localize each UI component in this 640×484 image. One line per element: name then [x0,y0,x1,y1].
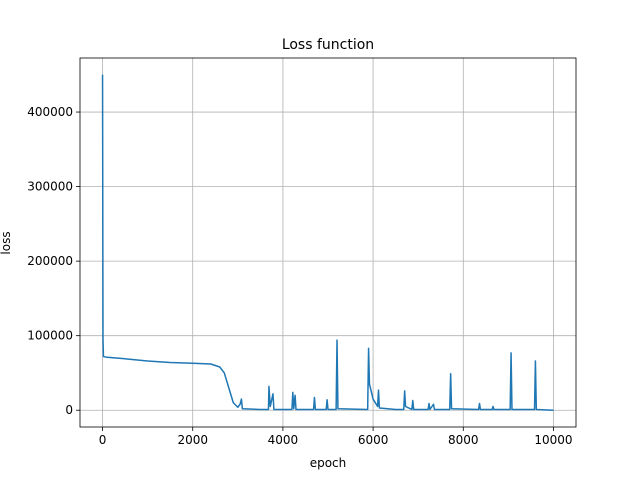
x-tick-label: 2000 [177,433,208,447]
x-tick-label: 10000 [534,433,572,447]
x-tick-label: 4000 [268,433,299,447]
y-axis-label: loss [0,231,13,254]
x-tick-label: 6000 [358,433,389,447]
plot-frame [79,57,577,428]
x-tick-label: 0 [99,433,107,447]
y-tick-label: 100000 [27,329,73,343]
y-tick-label: 200000 [27,254,73,268]
x-tick-label: 8000 [448,433,479,447]
y-tick-label: 300000 [27,180,73,194]
chart-title: Loss function [282,37,374,53]
y-tick-label: 400000 [27,105,73,119]
y-tick-label: 0 [65,403,73,417]
x-axis-label: epoch [310,456,347,470]
loss-line [101,74,554,411]
